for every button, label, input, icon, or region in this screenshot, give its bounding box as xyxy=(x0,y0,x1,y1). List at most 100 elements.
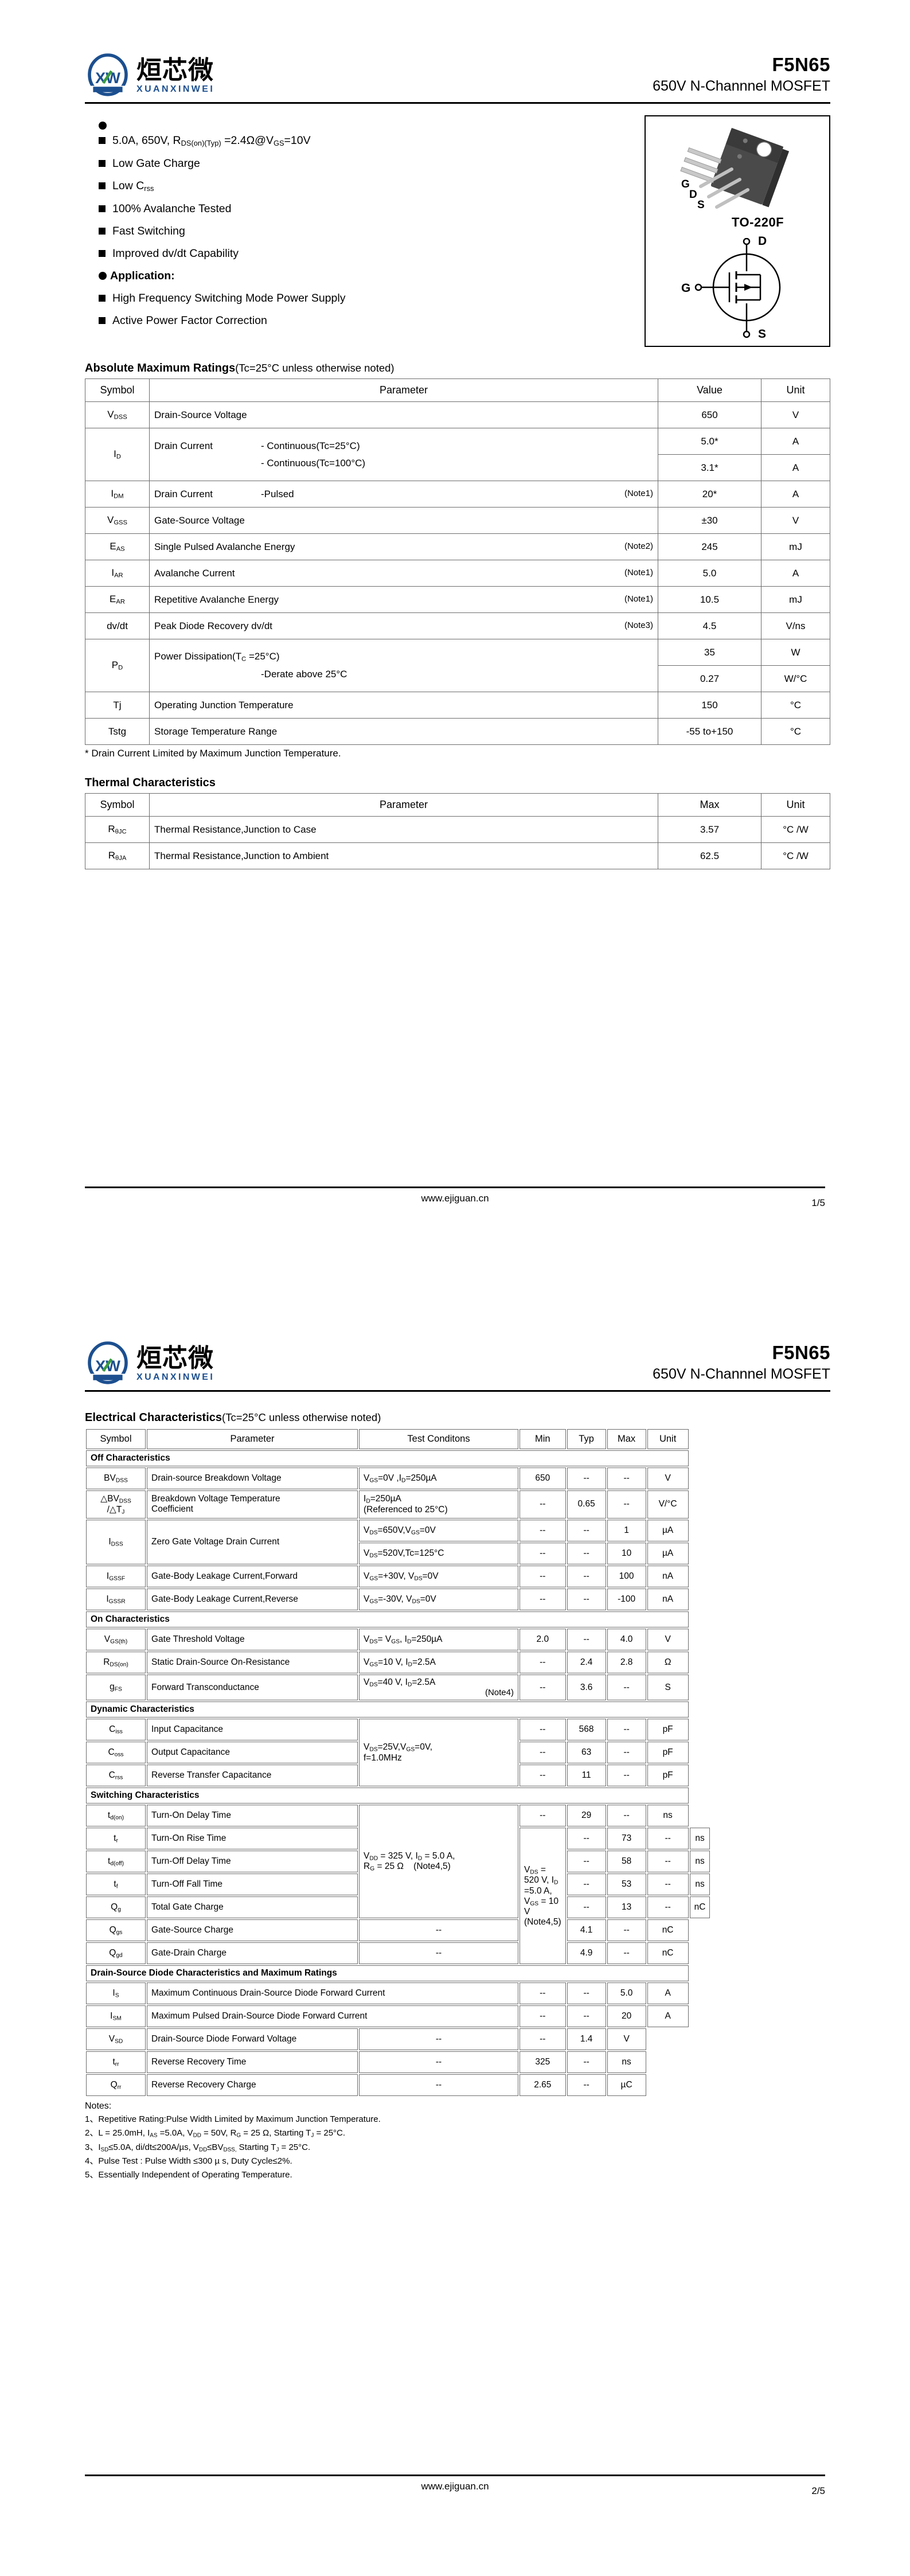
feature-item: Fast Switching xyxy=(99,224,630,239)
cell-parameter: Maximum Pulsed Drain-Source Diode Forwar… xyxy=(147,2005,518,2028)
table-row: VDS=520V,Tc=125°C -- -- 10 µA xyxy=(86,1542,710,1564)
table-row: gFS Forward Transconductance VDS=40 V, ID=… xyxy=(86,1674,710,1701)
feature-text: 100% Avalanche Tested xyxy=(112,202,232,215)
cell-unit: nA xyxy=(647,1565,689,1587)
logo-english-text: XUANXINWEI xyxy=(136,84,215,94)
table-row: 0.27 W/°C xyxy=(85,665,830,692)
cell-typ: 73 xyxy=(607,1828,646,1850)
table-row: Crss Reverse Transfer Capacitance -- 11 -- pF xyxy=(86,1765,710,1787)
footer-website[interactable]: www.ejiguan.cn xyxy=(421,1193,489,1204)
feature-item xyxy=(99,119,630,130)
cell-parameter: Drain Current -Pulsed (Note1) xyxy=(149,481,658,508)
group-title: Off Characteristics xyxy=(86,1450,689,1466)
cell-parameter: Gate-Body Leakage Current,Forward xyxy=(147,1565,358,1587)
group-title: Switching Characteristics xyxy=(86,1787,689,1804)
cell-value: -55 to+150 xyxy=(658,718,761,745)
table-row: VSD Drain-Source Diode Forward Voltage -- -… xyxy=(86,2028,710,2051)
cell-parameter: Turn-Off Fall Time xyxy=(147,1874,358,1896)
cell-unit: ns xyxy=(689,1874,710,1896)
cell-unit: nC xyxy=(647,1942,689,1965)
cell-unit: A xyxy=(761,454,830,481)
cell-unit: ns xyxy=(689,1828,710,1850)
cell-symbol: EAR xyxy=(85,586,150,613)
company-logo: XW 烜芯微 XUANXINWEI xyxy=(85,1341,214,1387)
bullet-square-icon xyxy=(99,159,106,167)
cell-min: -- xyxy=(567,1896,606,1919)
cell-unit: S xyxy=(647,1674,689,1701)
feature-item: Low Gate Charge xyxy=(99,157,630,171)
table-row: RθJA Thermal Resistance,Junction to Ambie… xyxy=(85,842,830,869)
table-row: VGSS Gate-Source Voltage ±30 V xyxy=(85,507,830,534)
cell-unit: °C /W xyxy=(761,842,830,869)
cell-symbol: gFS xyxy=(86,1674,146,1701)
cell-min: -- xyxy=(359,2051,518,2074)
bullet-circle-icon xyxy=(99,122,107,130)
page-2-footer: www.ejiguan.cn 2/5 xyxy=(85,2474,825,2496)
header-divider xyxy=(85,1390,830,1392)
cell-symbol: Qgs xyxy=(86,1919,146,1942)
cell-typ: 4.1 xyxy=(567,1919,606,1942)
feature-list: 5.0A, 650V, RDS(on)(Typ) =2.4Ω@VGS=10V Lo… xyxy=(85,119,630,347)
cell-symbol: Tstg xyxy=(85,718,150,745)
cell-typ: 53 xyxy=(607,1874,646,1896)
cell-max: 5.0 xyxy=(607,1982,646,2005)
footer-divider xyxy=(85,1186,825,1188)
cell-value: 5.0* xyxy=(658,428,761,455)
cell-min: -- xyxy=(520,1519,566,1541)
cell-symbol: ISM xyxy=(86,2005,146,2028)
cell-symbol: △BVDSS/△TJ xyxy=(86,1490,146,1519)
table-row: EAS Single Pulsed Avalanche Energy (Note2)… xyxy=(85,533,830,560)
thermal-characteristics-table: Symbol Parameter Max Unit RθJC Thermal Resis… xyxy=(85,793,830,869)
cell-symbol: RDS(on) xyxy=(86,1651,146,1673)
cell-typ: 3.6 xyxy=(567,1674,606,1701)
abs-max-title-main: Absolute Maximum Ratings xyxy=(85,362,236,374)
column-header: Symbol xyxy=(85,793,150,817)
cell-max: -- xyxy=(607,1674,646,1701)
cell-test-condition: VGS=+30V, VDS=0V xyxy=(359,1565,518,1587)
cell-typ: 4.9 xyxy=(567,1942,606,1965)
table-row: IGSSF Gate-Body Leakage Current,Forward VG… xyxy=(86,1565,710,1587)
column-header: Min xyxy=(520,1429,566,1449)
features-section: 5.0A, 650V, RDS(on)(Typ) =2.4Ω@VGS=10V Lo… xyxy=(85,115,830,347)
feature-text: Active Power Factor Correction xyxy=(112,314,267,327)
page-header: XW 烜芯微 XUANXINWEI F5N65 650V N-Channnel … xyxy=(85,1288,830,1387)
cell-min: -- xyxy=(520,1490,566,1519)
cell-value: 245 xyxy=(658,533,761,560)
symbol-label-gate: G xyxy=(681,282,691,295)
cell-value: 650 xyxy=(658,401,761,428)
cell-symbol: tr xyxy=(86,1828,146,1850)
cell-unit: µA xyxy=(647,1519,689,1541)
symbol-label-source: S xyxy=(758,327,767,341)
cell-symbol: Qrr xyxy=(86,2074,146,2097)
lead-label-d: D xyxy=(689,189,697,201)
feature-item: Improved dv/dt Capability xyxy=(99,247,630,261)
cell-max: 3.57 xyxy=(658,816,761,843)
cell-symbol: BVDSS xyxy=(86,1467,146,1489)
column-header: Test Conditons xyxy=(359,1429,518,1449)
cell-unit: nC xyxy=(689,1896,710,1919)
cell-parameter: Turn-On Delay Time xyxy=(147,1805,358,1827)
cell-unit: nA xyxy=(647,1588,689,1610)
cell-max: 10 xyxy=(607,1542,646,1564)
cell-min: -- xyxy=(520,1565,566,1587)
cell-unit: nC xyxy=(647,1919,689,1942)
absolute-maximum-ratings-table: Symbol Parameter Value Unit VDSS Drain-Sourc… xyxy=(85,378,830,745)
cell-parameter: Thermal Resistance,Junction to Case xyxy=(149,816,658,843)
column-header: Symbol xyxy=(85,378,150,402)
package-diagram-panel: G D S TO-220F xyxy=(645,115,830,347)
cell-typ: -- xyxy=(567,1467,606,1489)
cell-typ: 0.65 xyxy=(567,1490,606,1519)
cell-typ: -- xyxy=(567,1542,606,1564)
part-number: F5N65 xyxy=(772,54,830,75)
cell-parameter: Gate-Drain Charge xyxy=(147,1942,358,1965)
column-header: Unit xyxy=(647,1429,689,1449)
table-row: RDS(on) Static Drain-Source On-Resistance… xyxy=(86,1651,710,1673)
company-logo: XW 烜芯微 XUANXINWEI xyxy=(85,53,214,99)
cell-test-condition: VDS=40 V, ID=2.5A (Note4) xyxy=(359,1674,518,1701)
cell-unit: °C /W xyxy=(761,816,830,843)
cell-value: 10.5 xyxy=(658,586,761,613)
cell-min: -- xyxy=(520,1805,566,1827)
footer-website[interactable]: www.ejiguan.cn xyxy=(421,2481,489,2492)
cell-symbol: td(on) xyxy=(86,1805,146,1827)
